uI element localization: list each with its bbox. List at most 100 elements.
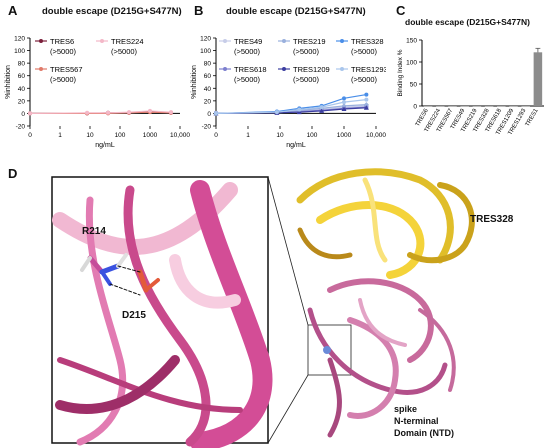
legend-item-tres1293: TRES1293(>5000) bbox=[336, 65, 386, 84]
data-point bbox=[214, 111, 218, 116]
data-point bbox=[319, 108, 325, 113]
data-point bbox=[274, 110, 279, 115]
legend-note: (>5000) bbox=[50, 47, 77, 56]
y-tick-label: 0 bbox=[21, 111, 25, 118]
legend-note: (>5000) bbox=[111, 47, 138, 56]
legend-label: TRES567 bbox=[50, 65, 83, 74]
panel-c-title: double escape (D215G+S477N) bbox=[405, 17, 530, 27]
legend-note: (>5000) bbox=[351, 75, 378, 84]
x-tick-label: 1 bbox=[58, 132, 62, 139]
bar-tres224 bbox=[436, 106, 445, 107]
y-tick-label: 40 bbox=[204, 86, 212, 93]
bar-tres1209 bbox=[509, 106, 518, 107]
y-tick-label: 80 bbox=[204, 61, 212, 68]
category-label: TRES1 bbox=[525, 107, 540, 127]
y-tick-label: 20 bbox=[204, 98, 212, 105]
legend-note: (>5000) bbox=[234, 75, 261, 84]
zoom-line-top bbox=[267, 176, 309, 326]
spike-ntd-ribbons bbox=[307, 278, 456, 438]
legend-note: (>5000) bbox=[234, 47, 261, 56]
x-tick-label: 1000 bbox=[337, 132, 352, 139]
residue-sticks bbox=[80, 253, 160, 296]
y-tick-label: 50 bbox=[410, 82, 418, 89]
y-axis-label: Binding Index % bbox=[397, 49, 404, 96]
legend-label: TRES49 bbox=[234, 37, 262, 46]
legend-swatch-marker bbox=[340, 39, 344, 43]
legend-note: (>5000) bbox=[293, 47, 320, 56]
data-point bbox=[341, 106, 347, 112]
bar-tres1293 bbox=[521, 106, 530, 107]
y-tick-label: 150 bbox=[406, 38, 417, 45]
data-point bbox=[106, 110, 111, 115]
legend-swatch-marker bbox=[39, 39, 43, 43]
bar-tres567 bbox=[448, 106, 457, 107]
panel-letter-d: D bbox=[8, 166, 18, 181]
zoom-line-bottom bbox=[267, 374, 309, 444]
panel-letter-a: A bbox=[8, 3, 18, 18]
legend-swatch-marker bbox=[340, 67, 344, 71]
antibody-label: TRES328 bbox=[470, 214, 514, 225]
y-tick-label: 60 bbox=[18, 73, 26, 80]
legend-item-tres6: TRES6(>5000) bbox=[35, 37, 77, 56]
y-axis-label: %inhibition bbox=[5, 65, 12, 99]
y-tick-label: -20 bbox=[16, 124, 26, 131]
x-tick-label: 10,000 bbox=[170, 132, 190, 139]
bar-tres6 bbox=[423, 106, 433, 107]
legend-label: TRES219 bbox=[293, 37, 326, 46]
legend-label: TRES618 bbox=[234, 65, 267, 74]
x-tick-label: 1000 bbox=[143, 132, 158, 139]
bar-tres618 bbox=[497, 106, 506, 107]
zoom-region-box bbox=[307, 324, 352, 376]
x-tick-label: 10,000 bbox=[366, 132, 386, 139]
bar-tres328 bbox=[484, 106, 494, 107]
data-point bbox=[85, 110, 90, 115]
x-axis-label: ng/mL bbox=[286, 142, 306, 149]
legend-item-tres1209: TRES1209(>5000) bbox=[278, 65, 330, 84]
x-tick-label: 100 bbox=[307, 132, 318, 139]
legend-note: (>5000) bbox=[351, 47, 378, 56]
domain-label-line1: spike bbox=[394, 404, 418, 414]
legend-label: TRES328 bbox=[351, 37, 384, 46]
y-tick-label: 20 bbox=[18, 98, 26, 105]
legend-label: TRES1209 bbox=[293, 65, 330, 74]
residue-label-d215: D215 bbox=[122, 310, 146, 321]
legend-item-tres219: TRES219(>5000) bbox=[278, 37, 326, 56]
structure-illustration bbox=[51, 168, 475, 448]
inset-ribbons bbox=[52, 180, 273, 448]
data-point bbox=[168, 110, 173, 115]
legend-swatch-marker bbox=[223, 67, 227, 71]
residue-label-r214: R214 bbox=[82, 226, 106, 237]
y-tick-label: 100 bbox=[14, 48, 25, 55]
panel-a-title: double escape (D215G+S477N) bbox=[42, 6, 182, 17]
legend-swatch-marker bbox=[39, 67, 43, 71]
x-axis-label: ng/mL bbox=[95, 142, 115, 149]
y-tick-label: 100 bbox=[200, 48, 211, 55]
residue-marker bbox=[323, 346, 331, 354]
domain-label-line3: Domain (NTD) bbox=[394, 428, 454, 438]
data-point bbox=[28, 111, 32, 116]
data-point bbox=[342, 100, 346, 105]
x-tick-label: 0 bbox=[214, 132, 218, 139]
bar-tres49 bbox=[460, 106, 469, 107]
data-point bbox=[319, 105, 324, 110]
legend-item-tres567: TRES567(>5000) bbox=[35, 65, 83, 84]
data-point bbox=[297, 107, 302, 112]
bar-tres1 bbox=[533, 52, 543, 106]
data-point bbox=[341, 103, 347, 109]
data-point bbox=[364, 92, 369, 97]
legend-label: TRES6 bbox=[50, 37, 74, 46]
y-tick-label: 60 bbox=[204, 73, 212, 80]
series-line-tres1293 bbox=[215, 99, 367, 115]
legend-label: TRES1293 bbox=[351, 65, 386, 74]
data-point bbox=[363, 102, 369, 108]
legend-swatch-marker bbox=[223, 39, 227, 43]
legend-swatch-marker bbox=[100, 39, 104, 43]
data-point bbox=[148, 108, 152, 113]
legend-label: TRES224 bbox=[111, 37, 144, 46]
y-tick-label: -20 bbox=[202, 124, 212, 131]
domain-label-line2: N-terminal bbox=[394, 416, 439, 426]
series-line-tres224 bbox=[29, 110, 172, 115]
panel-letter-b: B bbox=[194, 3, 204, 18]
